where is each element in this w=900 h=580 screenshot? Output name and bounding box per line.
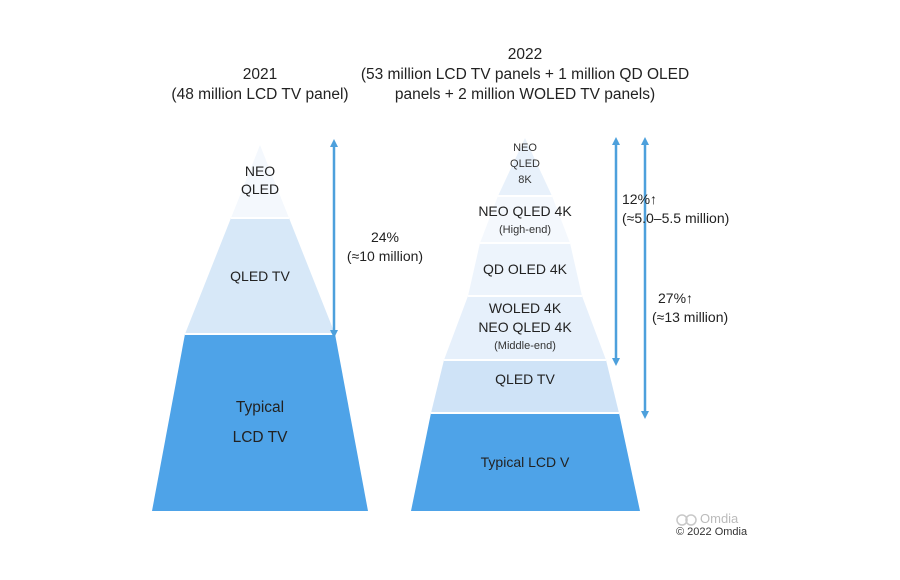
left-layer-neo-qled-lower: [231, 183, 289, 218]
right-neo4k-high-sub: (High-end): [499, 224, 551, 236]
left-subtitle: (48 million LCD TV panel): [171, 86, 349, 103]
right-subtitle-line2: panels + 2 million WOLED TV panels): [394, 86, 656, 103]
left-qled-label: QLED TV: [230, 268, 290, 284]
right-subtitle-line1: (53 million LCD TV panels + 1 million QD…: [360, 66, 690, 83]
right-layer-woled-neo-mid: [444, 296, 606, 360]
left-annotation-amount: (≈10 million): [346, 248, 424, 264]
right-high-annotation-pct: 12%↑: [622, 191, 658, 207]
right-neo8k-line1: NEO: [513, 142, 537, 154]
right-neo4k-mid-sub: (Middle-end): [494, 340, 556, 352]
left-layer-neo-qled: [245, 145, 275, 183]
copyright-text: © 2022 Omdia: [676, 526, 748, 538]
left-typical-label-line2: LCD TV: [232, 429, 288, 446]
right-neo4k-high-label: NEO QLED 4K: [478, 203, 572, 219]
right-layer-qled-tv: [431, 360, 619, 413]
right-neo8k-line2: QLED: [510, 158, 540, 170]
left-annotation-pct: 24%: [370, 229, 400, 245]
right-typical-label: Typical LCD V: [480, 454, 570, 470]
right-qd-oled-label: QD OLED 4K: [482, 261, 568, 277]
right-layer-neo-qled-4k-high: [480, 196, 570, 243]
left-layer-typical-lcd: [152, 334, 368, 511]
omdia-logo-text: Omdia: [700, 511, 739, 526]
left-year: 2021: [242, 66, 278, 83]
omdia-logo-icon: [676, 514, 697, 526]
right-woled-label: WOLED 4K: [488, 300, 562, 316]
right-mid-annotation-amount: (≈13 million): [652, 309, 729, 325]
right-layer-typical-lcd: [411, 413, 640, 511]
right-high-annotation-amount: (≈5.0–5.5 million): [622, 210, 730, 226]
left-layer-qled-tv: [185, 218, 335, 334]
right-mid-annotation-pct: 27%↑: [658, 290, 694, 306]
right-layer-neo-qled-8k: [498, 138, 552, 196]
left-neo-label-line1: NEO: [244, 163, 276, 179]
right-neo8k-line3: 8K: [518, 174, 532, 186]
left-typical-label-line1: Typical: [235, 399, 285, 416]
right-qled-label: QLED TV: [495, 371, 555, 387]
right-year: 2022: [507, 46, 543, 63]
right-neo4k-mid-label: NEO QLED 4K: [478, 319, 572, 335]
left-neo-label-line2: QLED: [240, 181, 280, 197]
right-layer-qd-oled-4k: [468, 243, 582, 296]
